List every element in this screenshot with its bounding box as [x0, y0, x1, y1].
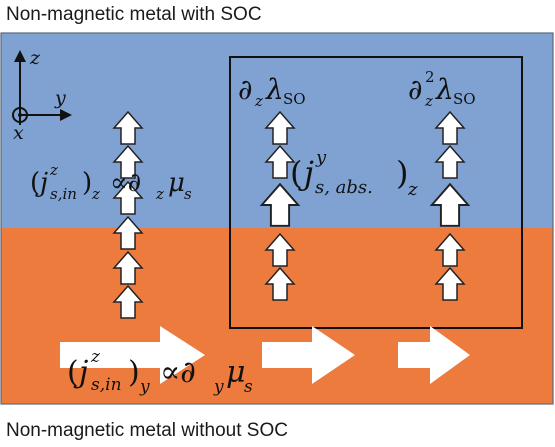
svg-text:): ): [396, 154, 408, 192]
svg-text:): ): [128, 355, 140, 390]
svg-text:(: (: [67, 355, 79, 390]
eq-in-y: ( j z s,in ) y ∝∂ y μ s: [67, 347, 253, 397]
sample-outline: [0, 32, 554, 405]
svg-text:): ): [82, 168, 92, 198]
bottom-right-arrows: [60, 326, 470, 384]
svg-text:s: s: [184, 185, 192, 203]
svg-text:s, abs.: s, abs.: [315, 177, 373, 198]
bottom-layer-title: Non-magnetic metal without SOC: [6, 420, 288, 441]
absorption-box: [229, 56, 523, 329]
svg-text:∝∂: ∝∂: [160, 355, 196, 390]
svg-text:z: z: [407, 179, 418, 200]
eq-in-z: ( j z s,in ) z ∝∂ z μ s: [30, 161, 192, 203]
svg-text:z: z: [49, 161, 58, 179]
svg-text:∝∂: ∝∂: [110, 168, 141, 198]
svg-text:2: 2: [425, 68, 435, 86]
svg-text:λ: λ: [435, 73, 454, 106]
svg-text:SO: SO: [283, 90, 306, 108]
svg-text:μ: μ: [226, 355, 246, 390]
svg-text:∂: ∂: [408, 73, 422, 106]
right-arrow: [398, 326, 470, 384]
svg-text:(: (: [30, 168, 40, 198]
eq-d2-lambda: ∂ 2 z λ SO: [408, 68, 476, 110]
x-axis-label: x: [13, 122, 24, 144]
y-axis-label: y: [54, 87, 66, 109]
svg-text:y: y: [213, 377, 224, 397]
svg-text:s: s: [244, 377, 253, 397]
svg-text:∂: ∂: [238, 73, 252, 106]
right-arrow: [262, 326, 355, 384]
axes-glyph: z y x: [12, 47, 72, 144]
eq-d-lambda: ∂ z λ SO: [238, 73, 306, 110]
eq-abs: ( j y s, abs. ) z: [290, 147, 418, 200]
z-axis-label: z: [29, 47, 41, 69]
svg-text:(: (: [290, 154, 302, 192]
right-arrow: [60, 326, 205, 384]
svg-text:y: y: [139, 377, 150, 397]
svg-text:z: z: [424, 92, 433, 110]
svg-text:z: z: [254, 92, 263, 110]
svg-text:y: y: [315, 147, 327, 168]
svg-text:z: z: [91, 185, 100, 203]
svg-text:μ: μ: [168, 168, 185, 198]
svg-text:SO: SO: [453, 90, 476, 108]
svg-text:z: z: [155, 185, 164, 203]
svg-text:z: z: [90, 347, 101, 367]
svg-text:s,in: s,in: [91, 375, 122, 395]
top-layer-title: Non-magnetic metal with SOC: [6, 4, 262, 25]
svg-text:λ: λ: [265, 73, 284, 106]
svg-text:s,in: s,in: [50, 185, 77, 203]
